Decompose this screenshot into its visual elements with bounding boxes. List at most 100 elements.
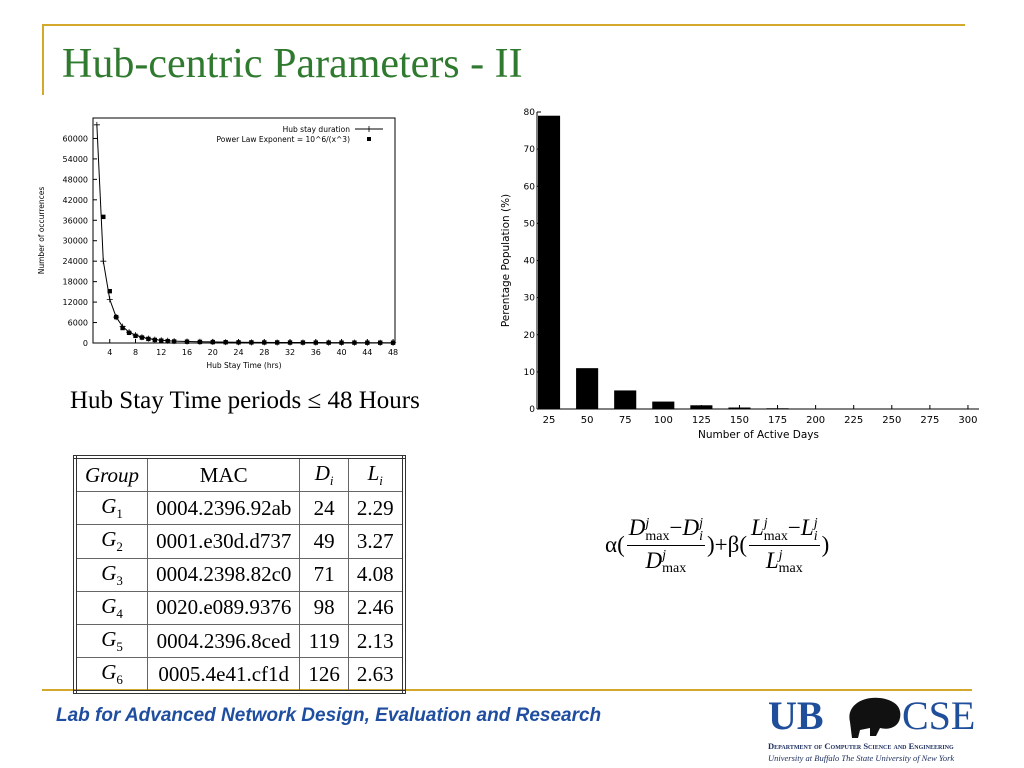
x-tick-label: 125 bbox=[692, 415, 711, 426]
y-tick-label: 6000 bbox=[68, 319, 88, 328]
data-point bbox=[139, 335, 145, 340]
data-point bbox=[133, 333, 138, 339]
data-point bbox=[313, 340, 318, 345]
header-text: L bbox=[367, 461, 380, 485]
x-axis-label: Hub Stay Time (hrs) bbox=[207, 361, 282, 370]
x-tick-label: 300 bbox=[958, 415, 977, 426]
y-tick-label: 54000 bbox=[63, 155, 88, 164]
x-tick-label: 16 bbox=[182, 348, 192, 357]
formula-symbol: D bbox=[628, 515, 646, 540]
logo-department: Department of Computer Science and Engin… bbox=[768, 741, 954, 751]
data-point bbox=[365, 340, 370, 345]
x-tick-label: 24 bbox=[233, 348, 243, 357]
table-row: G3 0004.2398.82c0 71 4.08 bbox=[74, 557, 405, 592]
cell-text: 4.08 bbox=[356, 562, 394, 587]
data-point bbox=[106, 296, 113, 303]
cell-text: 2.29 bbox=[356, 495, 394, 520]
formula-operator: α bbox=[605, 532, 618, 558]
bar bbox=[614, 390, 637, 409]
table-row: G4 0020.e089.9376 98 2.46 bbox=[74, 590, 405, 625]
formula-operator: ) bbox=[706, 532, 715, 558]
group-text: G bbox=[101, 494, 117, 519]
logo-text: UB bbox=[768, 693, 824, 738]
plot-frame bbox=[92, 117, 396, 344]
x-tick-label: 20 bbox=[208, 348, 218, 357]
formula-operator: ( bbox=[617, 532, 625, 558]
y-tick-label: 12000 bbox=[63, 298, 88, 307]
y-tick-label: 60 bbox=[524, 182, 536, 192]
x-tick-label: 25 bbox=[543, 415, 556, 426]
formula-scripts: j max bbox=[764, 516, 788, 543]
data-point bbox=[249, 340, 254, 345]
data-point bbox=[274, 340, 280, 345]
header-cell: Li bbox=[347, 456, 405, 493]
cell: 0004.2396.92ab bbox=[147, 491, 301, 526]
cell-text: 0001.e30d.d737 bbox=[156, 528, 292, 553]
data-point bbox=[287, 340, 293, 345]
header-cell: Group bbox=[74, 456, 149, 493]
data-point bbox=[159, 338, 164, 343]
cell-text: 119 bbox=[308, 628, 340, 653]
y-axis-label: Perentage Population (%) bbox=[500, 194, 512, 327]
group-text: G bbox=[101, 560, 117, 585]
cell: 71 bbox=[299, 557, 349, 592]
header-subscript: i bbox=[379, 473, 383, 489]
data-point bbox=[210, 339, 215, 345]
slide-title: Hub-centric Parameters - II bbox=[62, 41, 523, 87]
chart: 0 6000 12000 18000 24000 30000 36000 42000 48000… bbox=[37, 117, 398, 370]
x-tick-label: 32 bbox=[285, 348, 295, 357]
y-tick-label: 10 bbox=[524, 368, 536, 378]
cell: 0001.e30d.d737 bbox=[147, 524, 301, 559]
x-tick-label: 28 bbox=[259, 348, 269, 357]
data-line bbox=[96, 124, 394, 344]
cell-text: 0004.2396.92ab bbox=[156, 495, 292, 520]
formula-operator: ( bbox=[739, 532, 747, 558]
bar bbox=[537, 115, 561, 410]
group-subscript: 6 bbox=[116, 672, 123, 688]
formula-symbol: L bbox=[800, 515, 814, 540]
x-axis-label: Number of Active Days bbox=[698, 429, 819, 441]
cell: G2 bbox=[74, 524, 149, 559]
data-point bbox=[326, 340, 331, 345]
data-point bbox=[262, 340, 267, 345]
formula-symbol: L bbox=[751, 515, 764, 540]
y-tick-label: 18000 bbox=[63, 278, 88, 287]
header-cell: Di bbox=[299, 456, 349, 493]
cell-text: 2.46 bbox=[356, 595, 394, 620]
y-tick-label: 0 bbox=[83, 339, 88, 348]
x-tick-label: 75 bbox=[619, 415, 632, 426]
bar bbox=[690, 405, 713, 409]
data-point bbox=[113, 314, 119, 320]
x-tick-label: 8 bbox=[133, 348, 138, 357]
y-tick-label: 36000 bbox=[63, 216, 88, 225]
logo-text: CSE bbox=[902, 693, 976, 738]
data-point bbox=[223, 340, 228, 345]
cell: G6 bbox=[74, 657, 149, 693]
y-axis-label: Number of occurrences bbox=[37, 187, 46, 275]
legend-swatch bbox=[366, 126, 372, 132]
table-row: G1 0004.2396.92ab 24 2.29 bbox=[74, 491, 405, 526]
formula-sub: max bbox=[662, 561, 687, 577]
group-text: G bbox=[101, 527, 117, 552]
cell: 2.63 bbox=[347, 657, 405, 693]
cell: 4.08 bbox=[347, 557, 405, 592]
x-tick-label: 250 bbox=[882, 415, 901, 426]
formula-sup: j bbox=[778, 548, 783, 564]
formula-operator: β bbox=[727, 532, 740, 558]
data-point bbox=[126, 330, 132, 335]
formula-symbol: D bbox=[645, 547, 663, 573]
x-tick-label: 44 bbox=[362, 348, 372, 357]
cell: 119 bbox=[299, 623, 349, 659]
y-tick-label: 70 bbox=[524, 145, 536, 155]
table-row: G5 0004.2396.8ced 119 2.13 bbox=[74, 623, 405, 659]
formula-sup: j bbox=[699, 515, 703, 531]
formula-sup: j bbox=[645, 515, 650, 531]
cell-text: 24 bbox=[313, 495, 335, 520]
cell-text: 126 bbox=[308, 661, 340, 686]
